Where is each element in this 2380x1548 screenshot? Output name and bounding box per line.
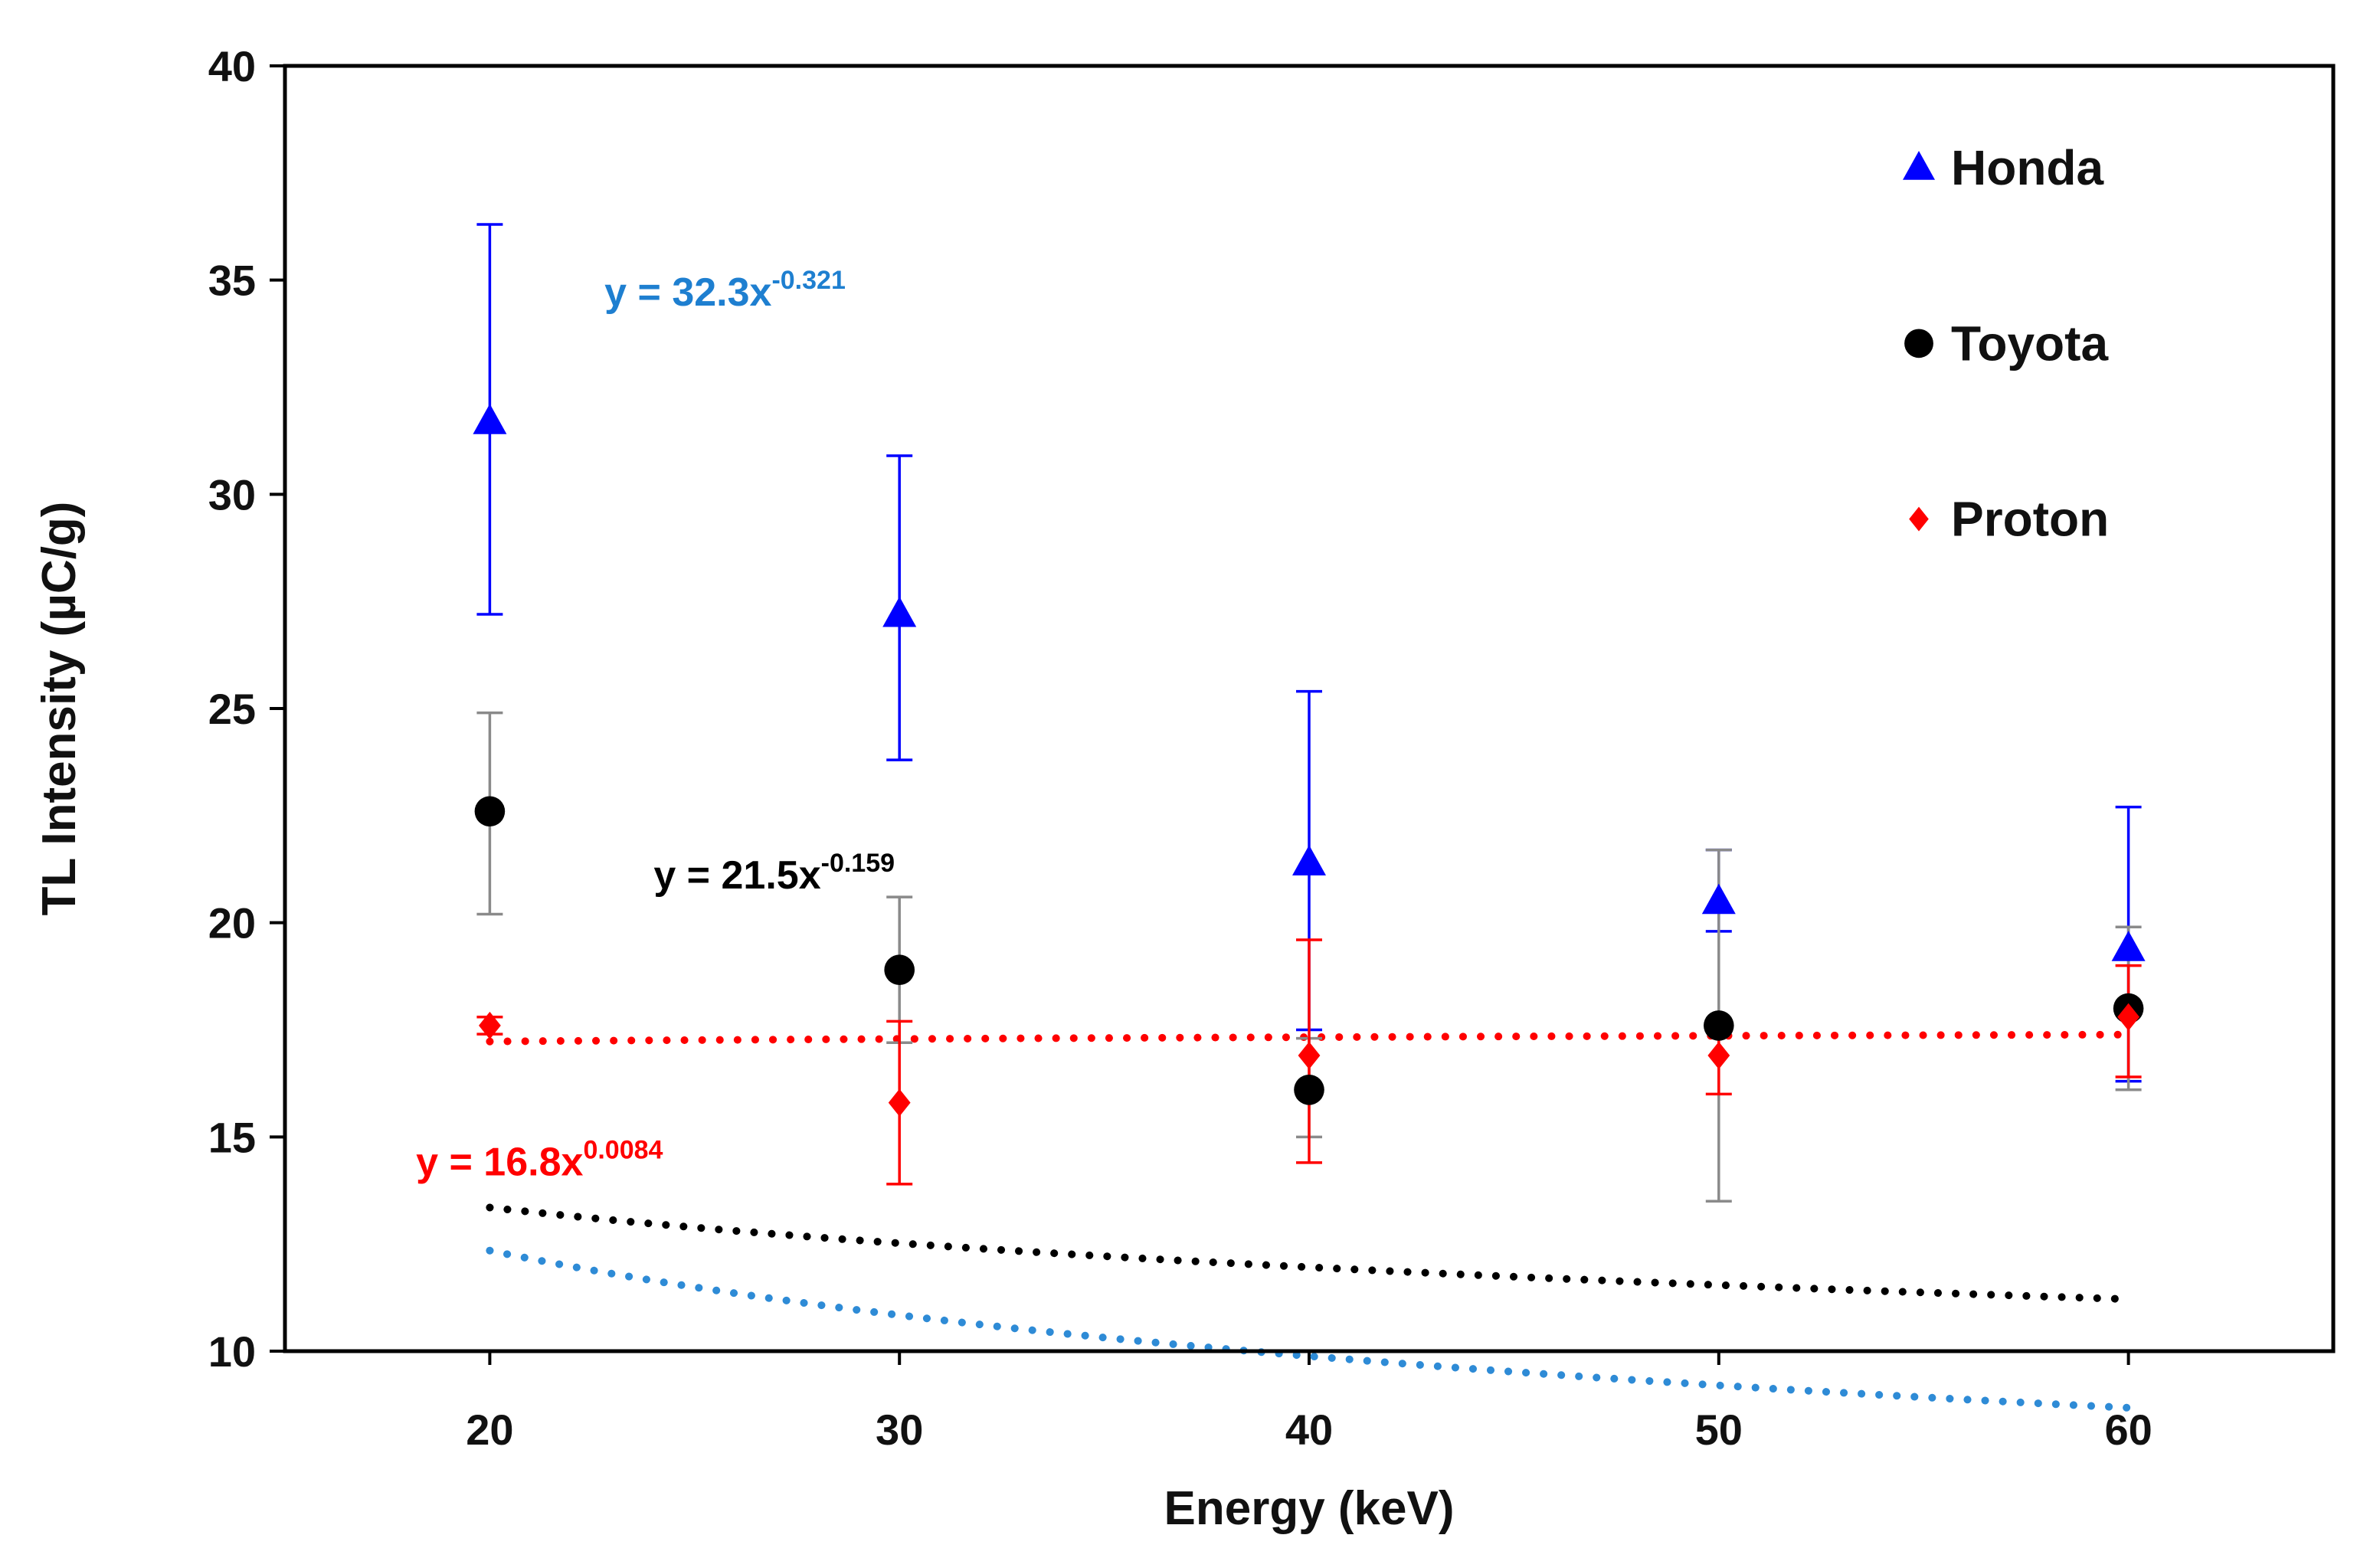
toyota-equation-exponent: -0.159	[821, 849, 895, 878]
x-tick-label: 40	[1285, 1406, 1333, 1454]
axis-ticks: 10 15 20 25 30 35 40 20 30 40 50 60	[208, 42, 2152, 1454]
x-tick-label: 30	[876, 1406, 923, 1454]
y-tick-label: 20	[208, 899, 256, 947]
toyota-trendline-equation: y = 21.5x-0.159	[653, 849, 895, 898]
honda-point	[1292, 845, 1326, 875]
toyota-legend-marker	[1904, 329, 1933, 358]
proton-point	[888, 1088, 911, 1117]
y-tick-label: 10	[208, 1327, 256, 1376]
proton-trendline	[486, 1030, 2133, 1046]
toyota-point	[884, 954, 915, 985]
proton-trendline-equation: y = 16.8x0.0084	[416, 1136, 663, 1185]
toyota-equation-base: y = 21.5x	[653, 853, 820, 898]
plot-area-frame	[283, 64, 2336, 1353]
honda-legend-marker	[1903, 150, 1935, 180]
toyota-point	[474, 796, 506, 827]
y-axis-title: TL Intensity (µC/g)	[33, 502, 86, 916]
honda-equation-exponent: -0.321	[771, 266, 845, 295]
honda-point	[1701, 883, 1736, 915]
legend: Honda Toyota Proton	[1903, 140, 2109, 547]
honda-trendline-equation: y = 32.3x-0.321	[604, 266, 846, 315]
trendline-equations: y = 32.3x-0.321 y = 21.5x-0.159 y = 16.8x0…	[416, 266, 895, 1184]
y-tick-label: 15	[208, 1113, 256, 1161]
toyota-point	[1294, 1075, 1324, 1105]
proton-point	[1707, 1042, 1730, 1070]
trendlines	[486, 1030, 2133, 1412]
x-tick-label: 60	[2104, 1406, 2152, 1454]
honda-legend-label: Honda	[1951, 140, 2104, 195]
honda-equation-base: y = 32.3x	[604, 270, 771, 315]
proton-legend-label: Proton	[1951, 492, 2109, 547]
x-tick-label: 20	[466, 1406, 513, 1454]
toyota-trendline	[486, 1203, 2133, 1304]
x-tick-label: 50	[1695, 1406, 1743, 1454]
honda-point	[882, 596, 917, 627]
y-tick-label: 30	[208, 470, 256, 519]
toyota-point	[1704, 1010, 1734, 1041]
y-tick-label: 25	[208, 685, 256, 733]
proton-equation-exponent: 0.0084	[583, 1136, 663, 1165]
proton-legend-marker	[1909, 506, 1929, 532]
y-tick-label: 40	[208, 42, 256, 90]
honda-point	[2111, 931, 2146, 961]
y-tick-label: 35	[208, 257, 256, 305]
proton-point	[2117, 1003, 2139, 1031]
proton-equation-base: y = 16.8x	[416, 1141, 583, 1185]
proton-point	[479, 1011, 501, 1039]
honda-trendline	[486, 1246, 2133, 1412]
proton-point	[1298, 1042, 1321, 1070]
x-axis-title: Energy (keV)	[1164, 1482, 1454, 1535]
toyota-legend-label: Toyota	[1951, 316, 2108, 371]
data-points	[473, 404, 2146, 1117]
honda-point	[473, 404, 507, 434]
